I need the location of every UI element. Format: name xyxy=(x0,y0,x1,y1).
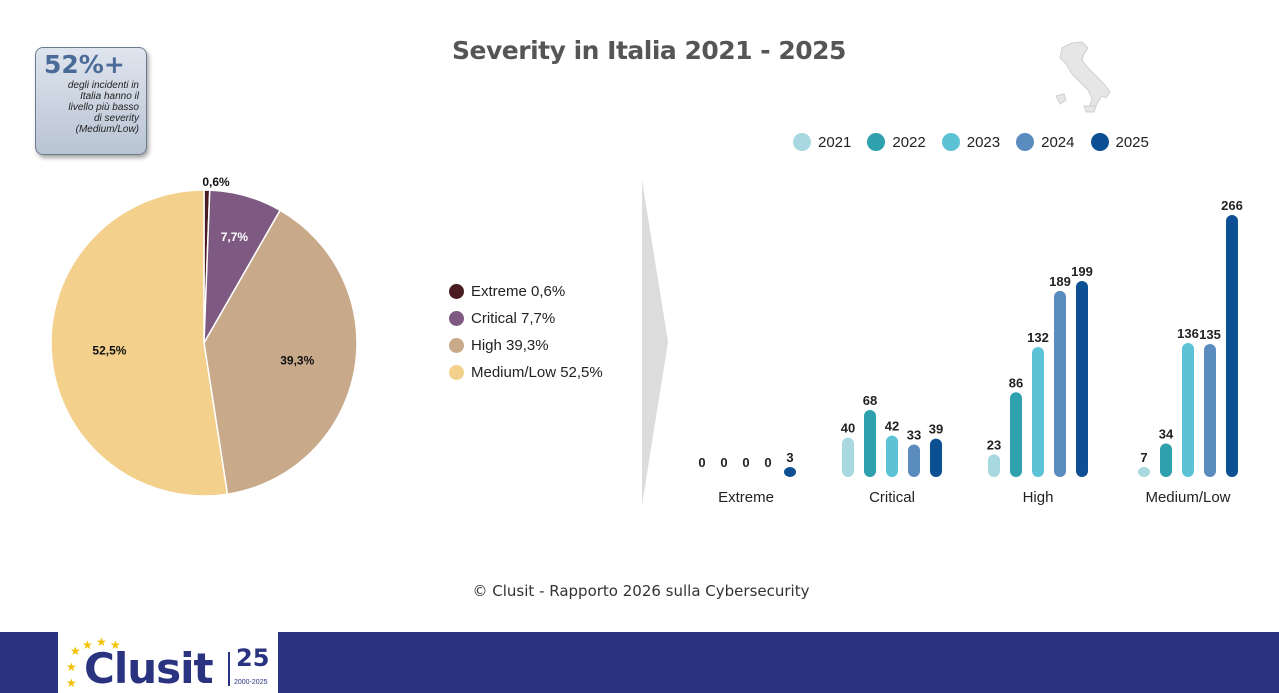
bar-2025-medium-low xyxy=(1226,215,1238,477)
pie-slice-high xyxy=(203,209,358,496)
callout-line: (Medium/Low) xyxy=(75,124,139,135)
legend-label: Critical 7,7% xyxy=(471,310,556,327)
bar-value-label: 135 xyxy=(1199,327,1221,342)
callout-line: livello più basso xyxy=(68,102,139,113)
pie-legend-item: Critical 7,7% xyxy=(449,310,555,327)
logo-years: 2000-2025 xyxy=(234,679,268,686)
legend-label: 2022 xyxy=(892,133,926,151)
bar-value-label: 42 xyxy=(885,419,899,434)
bar-2023-critical xyxy=(886,435,898,477)
bar-2021-high xyxy=(988,454,1000,477)
bar-value-label: 33 xyxy=(907,427,921,442)
bar-2024-medium-low xyxy=(1204,344,1216,477)
series-legend: 2021 2022 2023 2024 2025 xyxy=(793,133,1165,151)
series-legend-item: 2021 xyxy=(793,133,851,151)
bar-2022-high xyxy=(1010,392,1022,477)
legend-swatch xyxy=(1016,133,1035,151)
legend-label: Extreme 0,6% xyxy=(471,283,566,300)
pie-legend-item: Extreme 0,6% xyxy=(449,283,565,300)
star-icon: ★ xyxy=(82,638,93,652)
pie-legend-item: Medium/Low 52,5% xyxy=(449,364,603,381)
pie-value-label: 0,6% xyxy=(202,175,230,189)
legend-label: 2021 xyxy=(818,133,852,151)
series-legend-item: 2022 xyxy=(867,133,926,151)
star-icon: ★ xyxy=(66,676,77,690)
bar-2021-critical xyxy=(842,437,854,477)
legend-swatch xyxy=(449,365,464,380)
bar-value-label: 39 xyxy=(929,422,943,437)
star-icon: ★ xyxy=(96,635,107,649)
logo-separator xyxy=(228,652,230,686)
legend-swatch xyxy=(1090,133,1109,151)
bar-2025-high xyxy=(1076,280,1088,477)
callout-percent: 52%+ xyxy=(44,50,125,79)
legend-swatch xyxy=(867,133,886,151)
chart-title: Severity in Italia 2021 - 2025 xyxy=(452,36,846,65)
series-legend-item: 2024 xyxy=(1016,133,1075,151)
bar-2025-critical xyxy=(930,438,942,477)
pie-slice-medium-low xyxy=(50,189,229,497)
clusit-logo: ★ ★ ★ ★ ★ ★ Clusit 25 2000-2025 xyxy=(58,632,278,693)
legend-swatch xyxy=(449,338,464,353)
bar-value-label: 136 xyxy=(1177,326,1199,341)
legend-swatch xyxy=(449,311,464,326)
summary-callout: 52%+ degli incidenti in Italia hanno il … xyxy=(35,47,147,155)
star-icon: ★ xyxy=(66,660,77,674)
bar-value-label: 0 xyxy=(742,455,749,470)
bar-2024-critical xyxy=(908,444,920,477)
bar-value-label: 7 xyxy=(1140,450,1147,465)
bar-2021-medium-low xyxy=(1138,467,1150,477)
callout-description: degli incidenti in Italia hanno il livel… xyxy=(44,80,139,135)
legend-swatch xyxy=(793,133,811,151)
logo-anniversary: 25 xyxy=(236,644,270,672)
bar-2023-medium-low xyxy=(1182,343,1194,477)
bar-value-label: 132 xyxy=(1027,330,1049,345)
logo-name: Clusit xyxy=(84,644,214,693)
callout-line: degli incidenti in xyxy=(67,80,139,91)
copyright-text: © Clusit - Rapporto 2026 sulla Cybersecu… xyxy=(472,582,810,600)
bar-value-label: 0 xyxy=(720,455,727,470)
legend-label: 2023 xyxy=(966,133,1001,151)
star-icon: ★ xyxy=(70,644,81,658)
italy-map-icon xyxy=(1055,41,1111,113)
legend-label: Medium/Low 52,5% xyxy=(471,364,603,381)
legend-label: 2024 xyxy=(1041,133,1075,151)
pie-value-label: 7,7% xyxy=(221,230,249,244)
chevron-arrow-icon xyxy=(642,180,668,505)
series-legend-item: 2025 xyxy=(1090,133,1149,151)
bar-value-label: 266 xyxy=(1221,198,1243,213)
pie-value-label: 39,3% xyxy=(280,353,314,367)
pie-chart: 0,6% 7,7% 39,3% 52,5% xyxy=(50,175,358,497)
bar-value-label: 68 xyxy=(863,393,877,408)
category-label: Extreme xyxy=(718,489,774,506)
legend-label: 2025 xyxy=(1115,133,1149,151)
legend-swatch xyxy=(941,133,960,151)
legend-swatch xyxy=(449,284,464,299)
star-icon: ★ xyxy=(110,638,121,652)
bar-2025-extreme xyxy=(784,467,796,477)
bar-value-label: 23 xyxy=(987,437,1001,452)
pie-value-label: 52,5% xyxy=(92,343,126,357)
bar-2023-high xyxy=(1032,346,1044,477)
callout-line: di severity xyxy=(93,113,139,124)
category-label: Critical xyxy=(869,489,915,506)
bar-value-label: 189 xyxy=(1049,274,1071,289)
bar-value-label: 0 xyxy=(764,455,771,470)
bar-value-label: 3 xyxy=(786,450,793,465)
bar-2022-medium-low xyxy=(1160,443,1172,477)
bar-value-label: 40 xyxy=(841,421,855,436)
bar-value-label: 34 xyxy=(1159,427,1174,442)
pie-legend-item: High 39,3% xyxy=(449,337,549,354)
legend-label: High 39,3% xyxy=(471,337,549,354)
callout-line: Italia hanno il xyxy=(80,91,139,102)
bar-value-label: 0 xyxy=(698,455,705,470)
series-legend-item: 2023 xyxy=(941,133,1001,151)
bar-2024-high xyxy=(1054,290,1066,477)
bar-value-label: 86 xyxy=(1009,375,1023,390)
bar-value-label: 199 xyxy=(1071,264,1093,279)
category-label: Medium/Low xyxy=(1145,489,1230,506)
category-label: High xyxy=(1023,489,1054,506)
bar-2022-critical xyxy=(864,410,876,477)
